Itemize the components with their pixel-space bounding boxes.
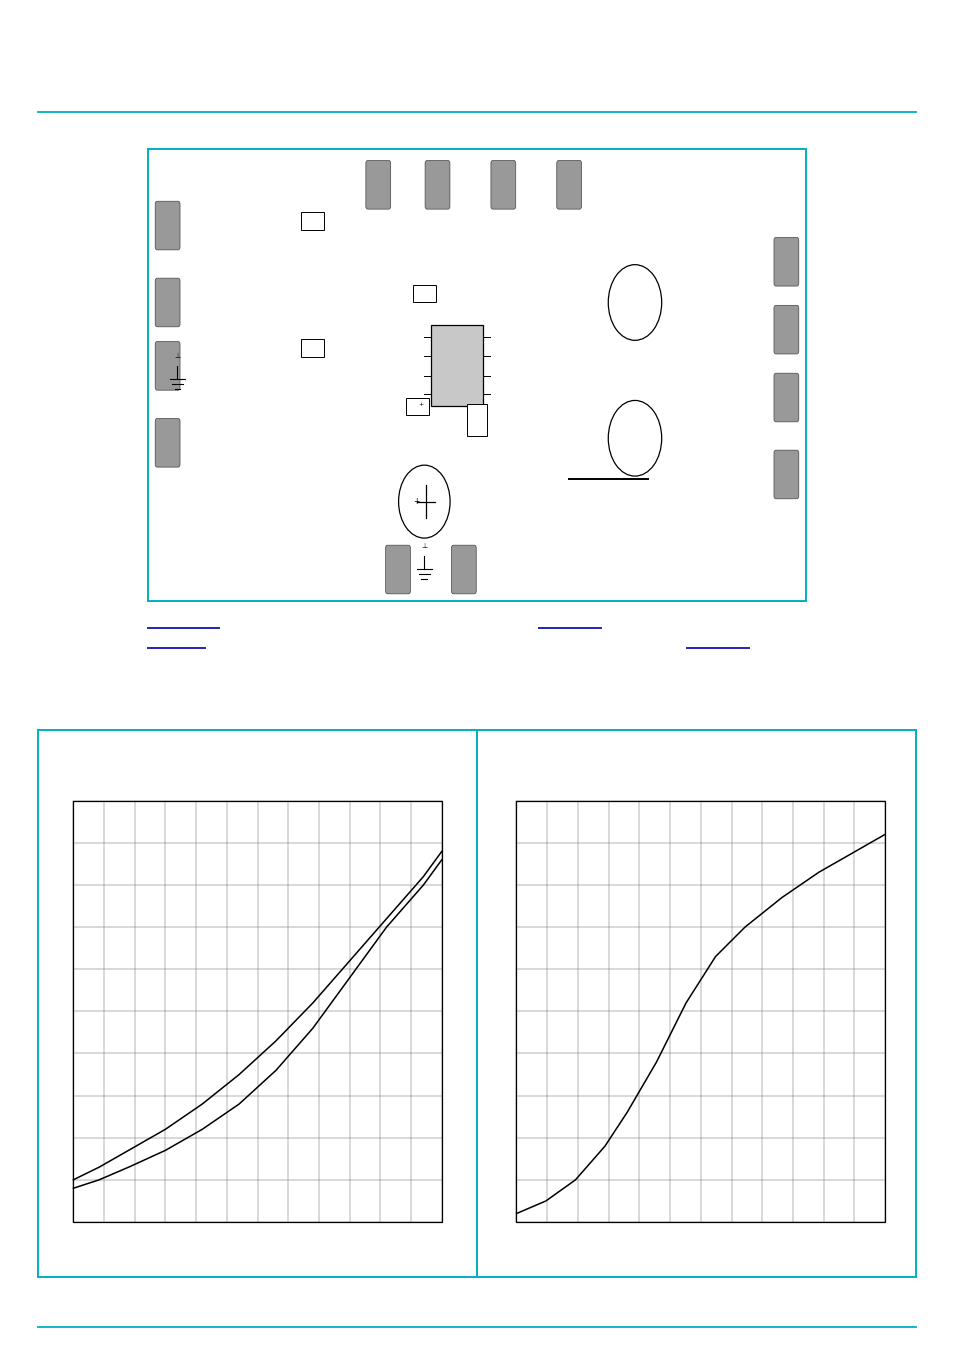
FancyBboxPatch shape xyxy=(451,546,476,594)
Bar xyxy=(38,730,915,1277)
Bar xyxy=(431,326,483,407)
Text: +: + xyxy=(413,497,419,507)
FancyBboxPatch shape xyxy=(425,161,450,209)
Bar xyxy=(406,397,429,415)
Bar xyxy=(516,801,884,1221)
Bar xyxy=(413,285,436,303)
Bar xyxy=(301,339,324,357)
FancyBboxPatch shape xyxy=(557,161,581,209)
FancyBboxPatch shape xyxy=(773,238,798,286)
Circle shape xyxy=(608,265,661,340)
Bar xyxy=(516,801,884,1221)
Bar xyxy=(467,404,486,436)
FancyBboxPatch shape xyxy=(385,546,410,594)
FancyBboxPatch shape xyxy=(155,201,180,250)
FancyBboxPatch shape xyxy=(773,373,798,422)
Text: +: + xyxy=(417,403,423,408)
FancyBboxPatch shape xyxy=(155,342,180,390)
FancyBboxPatch shape xyxy=(155,278,180,327)
Text: ⊥: ⊥ xyxy=(421,543,427,549)
Bar xyxy=(73,801,441,1221)
Text: ⊥: ⊥ xyxy=(174,353,180,359)
Bar xyxy=(73,801,441,1221)
FancyBboxPatch shape xyxy=(365,161,391,209)
FancyBboxPatch shape xyxy=(491,161,516,209)
Circle shape xyxy=(608,400,661,476)
FancyBboxPatch shape xyxy=(155,419,180,467)
FancyBboxPatch shape xyxy=(773,450,798,499)
Bar xyxy=(301,212,324,230)
Bar xyxy=(148,149,805,601)
Circle shape xyxy=(398,465,450,538)
FancyBboxPatch shape xyxy=(773,305,798,354)
